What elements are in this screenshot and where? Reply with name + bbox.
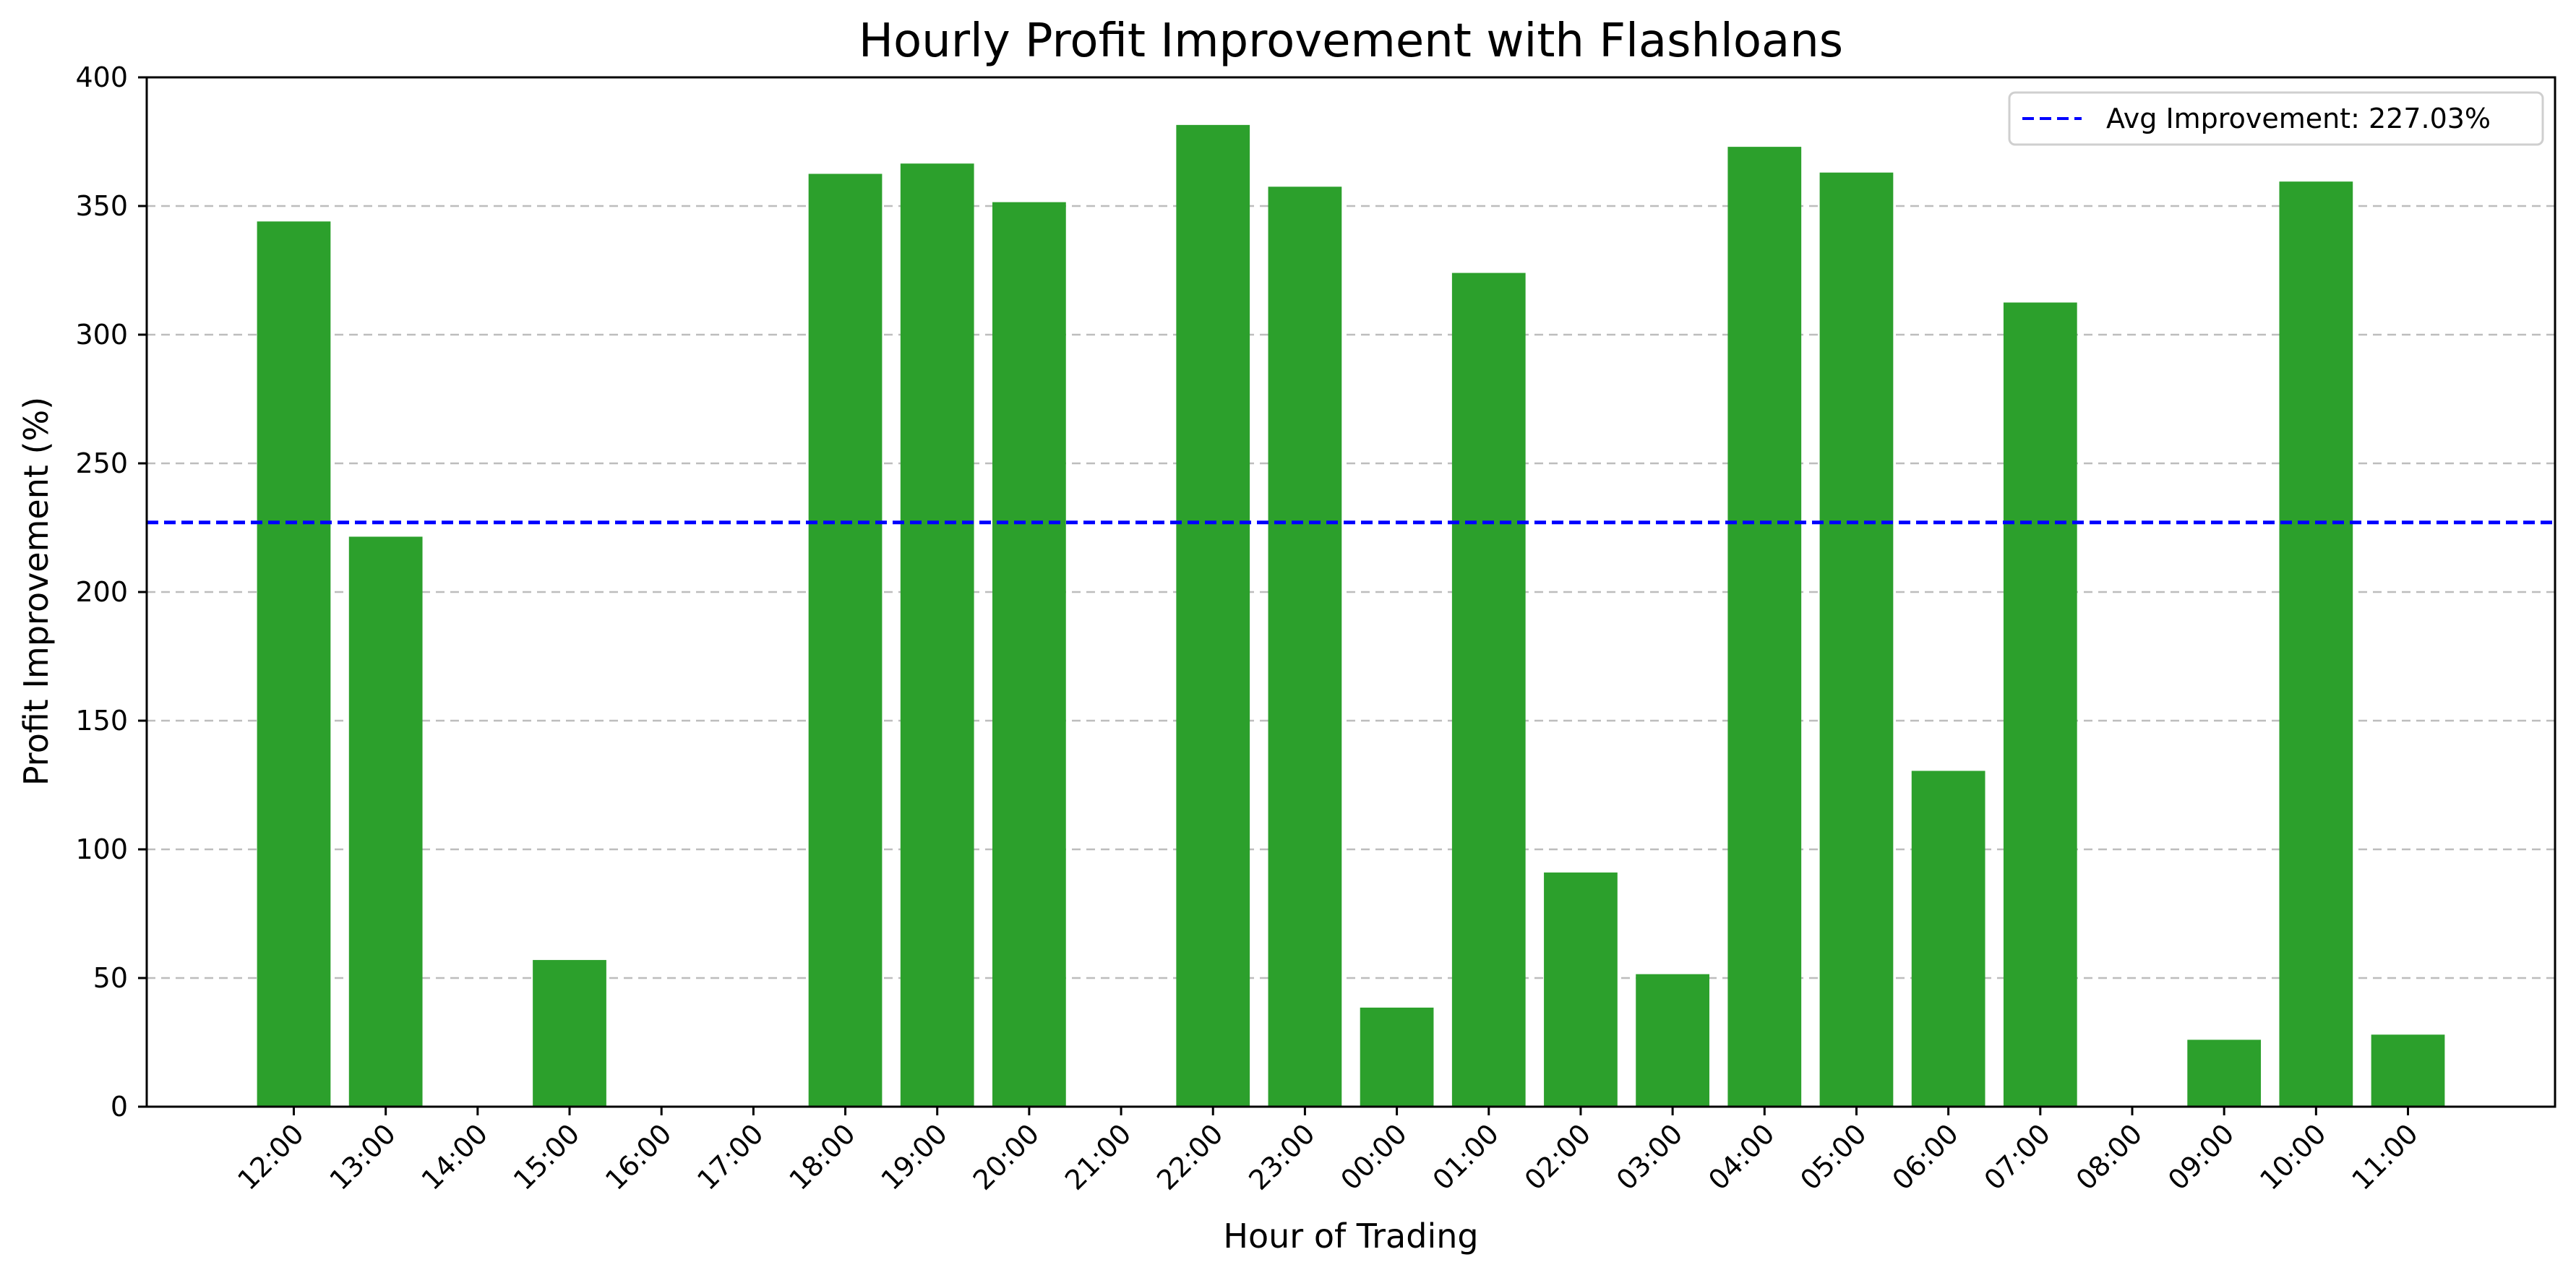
bar-1500 [533, 960, 606, 1107]
bar-1800 [808, 173, 883, 1107]
y-tick-label-2: 100 [75, 833, 128, 865]
x-tick-label-16: 04:00 [1702, 1118, 1781, 1196]
x-axis-label: Hour of Trading [1223, 1217, 1478, 1256]
x-tick-label-18: 06:00 [1886, 1118, 1965, 1196]
bar-2300 [1268, 186, 1342, 1107]
y-tick-label-6: 300 [75, 319, 128, 351]
reference-lines [147, 520, 2555, 1108]
y-tick-label-0: 0 [111, 1091, 128, 1123]
bar-1000 [2279, 181, 2353, 1107]
bar-1100 [2371, 1034, 2445, 1107]
bar-2000 [992, 202, 1066, 1107]
y-gridlines [147, 205, 2555, 979]
bar-0700 [2003, 302, 2077, 1107]
bar-0300 [1636, 974, 1709, 1107]
x-tick-label-9: 21:00 [1059, 1118, 1138, 1196]
x-tick-label-3: 15:00 [507, 1118, 586, 1196]
x-tick-label-4: 16:00 [599, 1118, 678, 1196]
chart-title: Hourly Profit Improvement with Flashloan… [859, 14, 1843, 68]
legend-average-label: Avg Improvement: 227.03% [2106, 103, 2491, 134]
x-tick-label-0: 12:00 [231, 1118, 310, 1196]
x-tick-label-21: 09:00 [2162, 1118, 2241, 1196]
x-tick-label-17: 05:00 [1794, 1118, 1873, 1196]
bar-0600 [1911, 771, 1985, 1107]
x-tick-label-6: 18:00 [783, 1118, 862, 1196]
x-tick-label-12: 00:00 [1334, 1118, 1413, 1196]
bar-1200 [257, 221, 331, 1107]
x-tick-label-20: 08:00 [2070, 1118, 2149, 1196]
x-tick-label-2: 14:00 [416, 1118, 494, 1196]
x-tick-label-11: 23:00 [1242, 1118, 1321, 1196]
x-ticks: 12:00 13:00 14:00 15:00 16:00 17:00 18:00 19:00… [231, 1107, 2424, 1196]
bar-0200 [1544, 872, 1618, 1107]
bar-0500 [1819, 172, 1894, 1107]
y-ticks: 0 50 100 150 200 250 300 350 400 [75, 61, 147, 1123]
legend-box [2008, 91, 2544, 146]
bar-1900 [900, 163, 974, 1107]
x-tick-label-8: 20:00 [967, 1118, 1046, 1196]
y-tick-label-4: 200 [75, 576, 128, 608]
bar-1300 [348, 536, 423, 1107]
bar-0400 [1727, 147, 1802, 1107]
bar-0000 [1360, 1007, 1434, 1107]
x-tick-label-13: 01:00 [1427, 1118, 1506, 1196]
x-tick-label-5: 17:00 [691, 1118, 770, 1196]
y-tick-label-8: 400 [75, 61, 128, 93]
bars [257, 124, 2445, 1107]
y-axis-label: Profit Improvement (%) [17, 397, 56, 786]
x-tick-label-15: 03:00 [1610, 1118, 1689, 1196]
y-tick-label-3: 150 [75, 705, 128, 737]
bar-2200 [1176, 124, 1250, 1107]
x-tick-label-10: 22:00 [1151, 1118, 1229, 1196]
x-tick-label-23: 11:00 [2345, 1118, 2424, 1196]
bar-0100 [1451, 273, 1526, 1107]
y-tick-label-1: 50 [93, 962, 128, 994]
y-tick-label-5: 250 [75, 447, 128, 479]
x-tick-label-7: 19:00 [875, 1118, 954, 1196]
y-tick-label-7: 350 [75, 190, 128, 222]
x-tick-label-1: 13:00 [323, 1118, 402, 1196]
x-tick-label-19: 07:00 [1978, 1118, 2057, 1196]
x-tick-label-14: 02:00 [1519, 1118, 1597, 1196]
bar-0900 [2187, 1039, 2262, 1107]
legend: Avg Improvement: 227.03% [2008, 91, 2544, 146]
x-tick-label-22: 10:00 [2254, 1118, 2332, 1196]
